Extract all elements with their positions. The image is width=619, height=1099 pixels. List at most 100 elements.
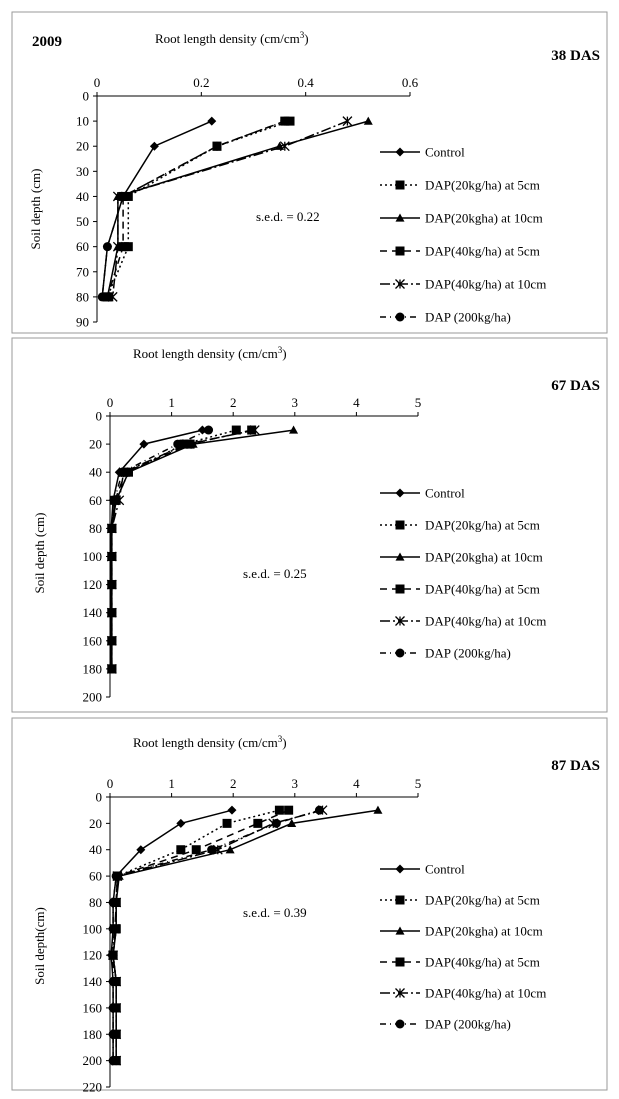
- data-point: [136, 845, 146, 855]
- data-point: [280, 116, 290, 126]
- legend-marker: [395, 246, 405, 256]
- series-6: [108, 805, 324, 1066]
- panel-frame: [11, 717, 608, 1091]
- data-point: [249, 425, 260, 436]
- data-point: [227, 805, 237, 815]
- y-tick-label: 0: [83, 89, 90, 104]
- x-tick-label: 0.2: [193, 75, 209, 90]
- panel-3: 0 1 2 3 4 5 0 20 40 60 80 100 120 140 160 180 200 220 Root…: [11, 717, 608, 1095]
- legend-label: Control: [425, 862, 465, 877]
- data-point: [231, 425, 241, 435]
- legend: Control DAP(20kg/ha) at 5cm DAP(20kgha) at…: [380, 862, 546, 1032]
- y-tick-label: 100: [83, 549, 103, 564]
- x-tick-label: 5: [415, 776, 422, 791]
- data-point: [173, 439, 183, 449]
- data-point: [123, 242, 133, 252]
- legend: Control DAP(20kg/ha) at 5cm DAP(20kgha) at…: [380, 486, 546, 661]
- legend-marker: [395, 864, 405, 874]
- y-tick-label: 20: [89, 437, 102, 452]
- y-tick-label: 140: [83, 974, 103, 989]
- y-tick-label: 60: [89, 493, 102, 508]
- legend-marker: [395, 279, 405, 289]
- x-tick-label: 0: [94, 75, 101, 90]
- legend-marker: [395, 926, 405, 935]
- x-tick-label: 0: [107, 395, 114, 410]
- sed-annotation: s.e.d. = 0.25: [243, 566, 307, 581]
- data-point: [253, 818, 263, 828]
- data-point: [149, 141, 159, 151]
- data-point: [271, 818, 281, 828]
- y-tick-label: 160: [83, 633, 103, 648]
- x-axis-label-end: ): [282, 346, 286, 361]
- panel-frame: [11, 11, 608, 334]
- y-tick-label: 40: [89, 842, 102, 857]
- series-5: [108, 805, 328, 1066]
- data-point: [108, 977, 118, 987]
- series-line: [111, 429, 237, 669]
- series-5: [107, 116, 353, 302]
- data-point: [373, 805, 383, 814]
- y-axis-label: Soil depth (cm): [28, 169, 43, 250]
- legend-label: DAP(20kgha) at 10cm: [425, 924, 543, 939]
- legend-label: DAP(40kg/ha) at 5cm: [425, 955, 540, 970]
- data-point: [207, 845, 217, 855]
- y-tick-label: 60: [76, 239, 89, 254]
- x-tick-label: 4: [353, 776, 360, 791]
- series-line: [101, 120, 286, 297]
- series-line: [112, 809, 323, 1061]
- y-tick-label: 90: [76, 315, 89, 330]
- series-line: [111, 429, 209, 669]
- data-point: [111, 871, 121, 881]
- data-point: [191, 845, 201, 855]
- data-point: [176, 818, 186, 828]
- data-point: [107, 608, 117, 618]
- y-tick-label: 200: [83, 1053, 103, 1068]
- x-axis-label-main: Root length density (cm/cm: [133, 735, 278, 750]
- x-axis-label: Root length density (cm/cm3): [133, 345, 287, 361]
- x-tick-label: 0.4: [298, 75, 315, 90]
- legend-marker: [395, 895, 405, 905]
- legend-marker: [395, 616, 405, 626]
- data-point: [314, 805, 324, 815]
- series-6: [97, 116, 290, 302]
- y-tick-label: 40: [76, 189, 89, 204]
- data-point: [108, 1056, 118, 1066]
- series-4: [107, 425, 257, 674]
- data-point: [123, 191, 133, 201]
- x-tick-label: 1: [168, 776, 175, 791]
- y-tick-label: 0: [96, 790, 103, 805]
- x-tick-label: 5: [415, 395, 422, 410]
- x-tick-label: 3: [292, 395, 299, 410]
- legend-marker: [395, 312, 405, 322]
- legend-label: DAP(20kg/ha) at 5cm: [425, 178, 540, 193]
- y-tick-label: 50: [76, 214, 89, 229]
- data-point: [117, 467, 127, 477]
- x-tick-label: 2: [230, 776, 237, 791]
- legend-marker: [395, 648, 405, 658]
- y-tick-label: 140: [83, 605, 103, 620]
- data-point: [179, 439, 189, 449]
- legend-label: DAP(20kg/ha) at 5cm: [425, 518, 540, 533]
- y-tick-label: 80: [89, 521, 102, 536]
- data-point: [118, 242, 128, 252]
- legend-label: DAP(40kg/ha) at 10cm: [425, 986, 546, 1001]
- legend-label: DAP (200kg/ha): [425, 646, 511, 661]
- legend-marker: [395, 1019, 405, 1029]
- data-point: [107, 664, 117, 674]
- series-line: [106, 120, 369, 298]
- data-point: [139, 439, 149, 449]
- legend-label: DAP (200kg/ha): [425, 310, 511, 325]
- x-axis-label-sup: 3: [278, 345, 283, 355]
- chart-title: 67 DAS: [551, 378, 600, 394]
- y-tick-label: 40: [89, 465, 102, 480]
- data-point: [222, 818, 232, 828]
- y-tick-label: 180: [83, 1027, 103, 1042]
- y-tick-label: 30: [76, 164, 89, 179]
- sed-annotation: s.e.d. = 0.39: [243, 905, 307, 920]
- series-line: [112, 809, 289, 1061]
- panel-1: 0 0.2 0.4 0.6 0 10 20 30 40 50 60 70 80 90 Root length…: [11, 11, 608, 334]
- data-point: [109, 495, 119, 505]
- legend-marker: [395, 552, 405, 561]
- data-point: [107, 636, 117, 646]
